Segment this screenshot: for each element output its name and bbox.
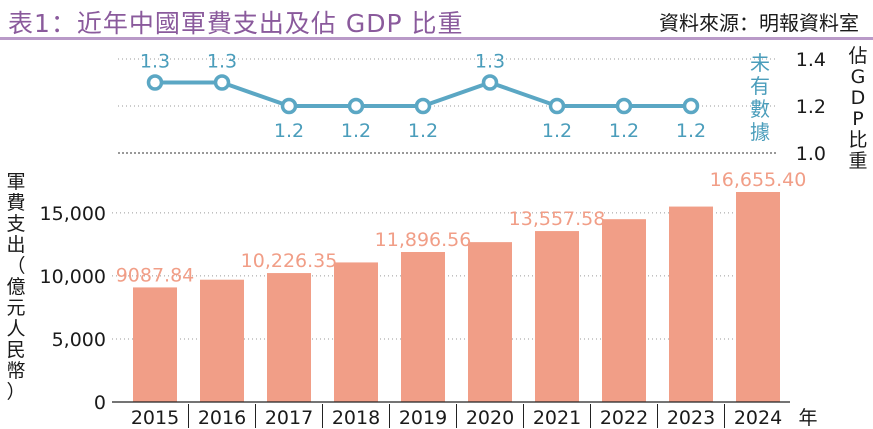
line-y-tick-label: 1.2 (796, 96, 826, 118)
bar (468, 242, 512, 402)
line-data-label: 1.2 (609, 120, 639, 142)
line-data-label: 1.3 (140, 51, 170, 73)
bar (736, 192, 780, 402)
line-y-tick-label: 1.0 (796, 143, 826, 165)
bar-y-tick-label: 5,000 (52, 329, 106, 351)
bar-y-tick-label: 15,000 (40, 203, 106, 225)
line-point (146, 74, 164, 91)
line-point (481, 74, 499, 91)
vertical-char: 比 (848, 129, 868, 151)
line-data-label: 1.2 (274, 120, 304, 142)
source-note: 資料來源：明報資料室 (659, 11, 859, 35)
x-tick-label: 2022 (600, 407, 648, 429)
x-tick-label: 2015 (131, 407, 179, 429)
bar (267, 273, 311, 402)
bar (200, 279, 244, 402)
line-data-label: 1.3 (475, 51, 505, 73)
line-y-tick-label: 1.4 (796, 49, 826, 71)
line-point (682, 97, 700, 115)
line-data-label: 1.2 (542, 120, 572, 142)
bar (334, 262, 378, 402)
vertical-char: 人 (6, 318, 26, 340)
bar-data-label: 9087.84 (116, 264, 195, 286)
vertical-char: 費 (6, 192, 26, 214)
bar-data-label: 16,655.40 (710, 169, 807, 191)
x-tick-label: 2017 (265, 407, 313, 429)
bar-y-tick-label: 0 (94, 392, 106, 414)
vertical-char: P (852, 108, 864, 130)
bar (133, 287, 177, 402)
vertical-char: （ (6, 255, 26, 277)
x-tick-label: 2021 (533, 407, 581, 429)
x-tick-label: 2024 (734, 407, 782, 429)
bar (669, 206, 713, 402)
vertical-char: 佔 (848, 45, 868, 67)
vertical-char: 民 (6, 339, 26, 361)
no-data-note: 未有數據 (747, 52, 773, 144)
x-axis-label: 年 (798, 407, 817, 429)
line-data-label: 1.2 (676, 120, 706, 142)
vertical-char: 出 (6, 234, 26, 256)
vertical-char: 據 (750, 120, 770, 144)
line-data-label: 1.2 (341, 120, 371, 142)
line-point (548, 97, 566, 115)
vertical-char: ） (6, 381, 26, 403)
x-tick-label: 2018 (332, 407, 380, 429)
vertical-char: 幣 (6, 360, 26, 382)
vertical-char: 元 (6, 297, 26, 319)
line-point (347, 97, 365, 115)
line-data-label: 1.2 (408, 120, 438, 142)
bar (401, 252, 445, 402)
bar-data-label: 10,226.35 (241, 250, 338, 272)
line-point (213, 74, 231, 91)
chart-title: 表1：近年中國軍費支出及佔 GDP 比重 (8, 9, 464, 38)
line-data-label: 1.3 (207, 51, 237, 73)
vertical-char: 有 (750, 74, 770, 98)
bar (535, 231, 579, 402)
line-point (615, 97, 633, 115)
x-tick-label: 2020 (466, 407, 514, 429)
line-point (280, 97, 298, 115)
vertical-char: D (850, 87, 866, 109)
vertical-char: 重 (848, 150, 868, 172)
bar-y-tick-label: 10,000 (40, 266, 106, 288)
vertical-char: 未 (750, 51, 770, 75)
bar (602, 219, 646, 402)
bar-data-label: 13,557.58 (509, 208, 606, 230)
line-point (414, 97, 432, 115)
vertical-char: 支 (6, 213, 26, 235)
bar-data-label: 11,896.56 (375, 229, 472, 251)
vertical-char: 億 (6, 276, 26, 298)
vertical-char: 軍 (6, 171, 26, 193)
x-tick-label: 2019 (399, 407, 447, 429)
bar-y-axis-label: 軍費支出（億元人民幣） (4, 172, 28, 403)
chart-header: 表1：近年中國軍費支出及佔 GDP 比重 資料來源：明報資料室 (0, 0, 873, 42)
vertical-char: G (850, 66, 866, 88)
header-divider (0, 37, 873, 40)
vertical-char: 數 (750, 97, 770, 121)
x-tick-label: 2023 (667, 407, 715, 429)
x-tick-label: 2016 (198, 407, 246, 429)
